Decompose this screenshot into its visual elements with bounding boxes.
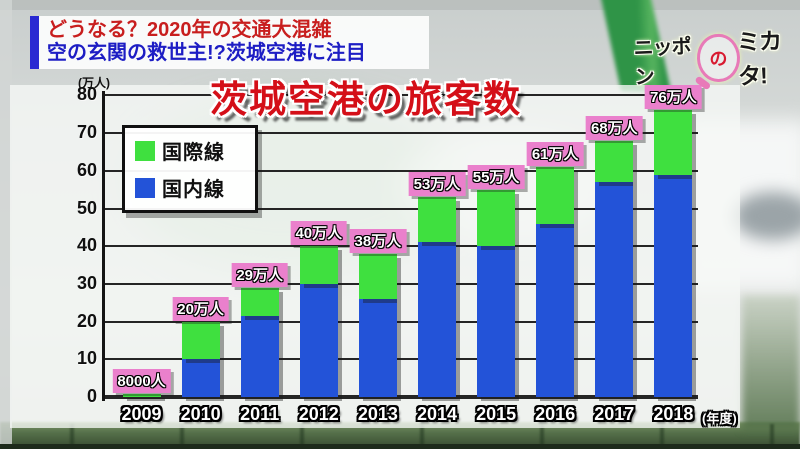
y-axis-unit-label: (万人) bbox=[78, 76, 110, 90]
x-tick-2012: 2012 bbox=[298, 404, 339, 424]
bar-domestic-2017 bbox=[595, 182, 634, 397]
x-tick-2011: 2011 bbox=[240, 404, 280, 424]
airplane-fuselage bbox=[733, 192, 800, 240]
value-label-2017: 68万人 bbox=[585, 115, 643, 140]
y-tick-10: 10 bbox=[76, 348, 97, 369]
logo-text-no: の bbox=[709, 48, 728, 70]
bar-domestic-2013 bbox=[358, 298, 397, 397]
gridline-0 bbox=[105, 395, 698, 399]
x-tick-2013: 2013 bbox=[357, 404, 398, 424]
magnifying-glass-handle bbox=[694, 75, 712, 91]
gridline-20 bbox=[105, 320, 698, 323]
value-label-2016: 61万人 bbox=[526, 142, 584, 167]
bar-domestic-2016 bbox=[536, 223, 575, 397]
gridline-80 bbox=[105, 94, 698, 97]
y-tick-20: 20 bbox=[76, 310, 97, 331]
value-label-2012: 40万人 bbox=[290, 221, 348, 246]
headline-banner: どうなる？2020年の交通大混雑 空の玄関の救世主!?茨城空港に注目 bbox=[30, 16, 429, 69]
headline-accent-bar bbox=[30, 16, 39, 69]
value-label-2015: 55万人 bbox=[467, 164, 525, 189]
headline-line1: どうなる？2020年の交通大混雑 bbox=[47, 19, 332, 41]
legend-label-domestic: 国内線 bbox=[162, 179, 225, 201]
logo-text-nippon: ニッポン bbox=[633, 35, 691, 89]
y-tick-40: 40 bbox=[76, 235, 97, 256]
y-tick-70: 70 bbox=[76, 122, 97, 143]
legend-item-domestic: 国内線 bbox=[135, 173, 247, 202]
bar-domestic-2014 bbox=[418, 242, 456, 397]
x-tick-2014: 2014 bbox=[416, 404, 458, 424]
value-label-2010: 20万人 bbox=[172, 296, 229, 321]
gridline-30 bbox=[105, 282, 698, 285]
background-top-strip bbox=[0, 0, 800, 10]
bar-international-2017 bbox=[595, 140, 634, 183]
program-logo: ニッポン の ミカタ! bbox=[633, 21, 800, 95]
bar-domestic-2018 bbox=[654, 174, 693, 397]
bar-international-2011 bbox=[240, 287, 279, 316]
x-tick-2017: 2017 bbox=[594, 404, 635, 424]
bar-domestic-2011 bbox=[240, 315, 279, 397]
bar-international-2012 bbox=[299, 246, 338, 284]
x-tick-2010: 2010 bbox=[180, 404, 221, 424]
legend-label-international: 国際線 bbox=[162, 142, 225, 164]
bar-international-2016 bbox=[536, 167, 575, 224]
value-label-2018: 76万人 bbox=[645, 85, 702, 110]
x-tick-2009: 2009 bbox=[121, 404, 162, 424]
value-label-2009: 8000人 bbox=[112, 368, 171, 393]
y-tick-60: 60 bbox=[76, 159, 97, 180]
x-tick-2018: 2018 bbox=[653, 404, 694, 424]
chart-panel: 茨城空港の旅客数 (万人) 国際線 国内線 0 10 20 30 40 50 60 70 80 8… bbox=[10, 76, 740, 428]
value-label-2011: 29万人 bbox=[231, 262, 289, 287]
y-tick-30: 30 bbox=[76, 272, 97, 293]
chart-legend: 国際線 国内線 bbox=[122, 125, 258, 213]
bar-domestic-2012 bbox=[299, 283, 338, 397]
bar-international-2013 bbox=[358, 253, 397, 299]
y-axis-line bbox=[102, 91, 105, 401]
bar-international-2009 bbox=[122, 393, 161, 397]
chart-title: 茨城空港の旅客数 bbox=[210, 79, 522, 120]
y-tick-0: 0 bbox=[86, 386, 97, 406]
bar-domestic-2015 bbox=[477, 246, 516, 397]
y-tick-50: 50 bbox=[76, 197, 97, 218]
bar-international-2014 bbox=[418, 197, 456, 243]
logo-text-mikata: ミカタ! bbox=[736, 27, 782, 90]
international-color-swatch bbox=[135, 140, 155, 161]
x-axis-unit-label: (年度) bbox=[702, 411, 737, 426]
legend-item-international: 国際線 bbox=[135, 136, 247, 165]
x-tick-2015: 2015 bbox=[476, 404, 517, 424]
letterbox-bottom-strip bbox=[0, 444, 800, 449]
bar-international-2015 bbox=[477, 189, 516, 247]
plot-area: 0 10 20 30 40 50 60 70 80 8000人 2009 20万人 2010 29万人 20… bbox=[10, 84, 740, 428]
bar-international-2010 bbox=[181, 321, 220, 360]
headline-text-band: どうなる？2020年の交通大混雑 空の玄関の救世主!?茨城空港に注目 bbox=[39, 16, 429, 69]
x-tick-2016: 2016 bbox=[535, 404, 576, 424]
bar-international-2018 bbox=[654, 110, 693, 175]
headline-line2: 空の玄関の救世主!?茨城空港に注目 bbox=[47, 42, 366, 64]
background-grass bbox=[742, 295, 800, 430]
value-label-2013: 38万人 bbox=[349, 228, 407, 253]
domestic-color-swatch bbox=[135, 177, 155, 198]
magnifying-glass-icon: の bbox=[694, 33, 741, 91]
y-tick-80: 80 bbox=[76, 84, 97, 105]
fence-post bbox=[770, 424, 774, 446]
bar-domestic-2010 bbox=[181, 359, 220, 397]
value-label-2014: 53万人 bbox=[408, 172, 466, 197]
gridline-10 bbox=[105, 358, 698, 361]
